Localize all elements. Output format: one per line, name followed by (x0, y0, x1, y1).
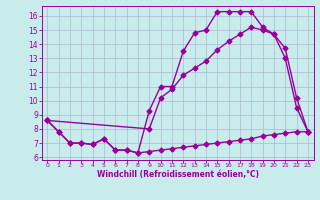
X-axis label: Windchill (Refroidissement éolien,°C): Windchill (Refroidissement éolien,°C) (97, 170, 259, 179)
